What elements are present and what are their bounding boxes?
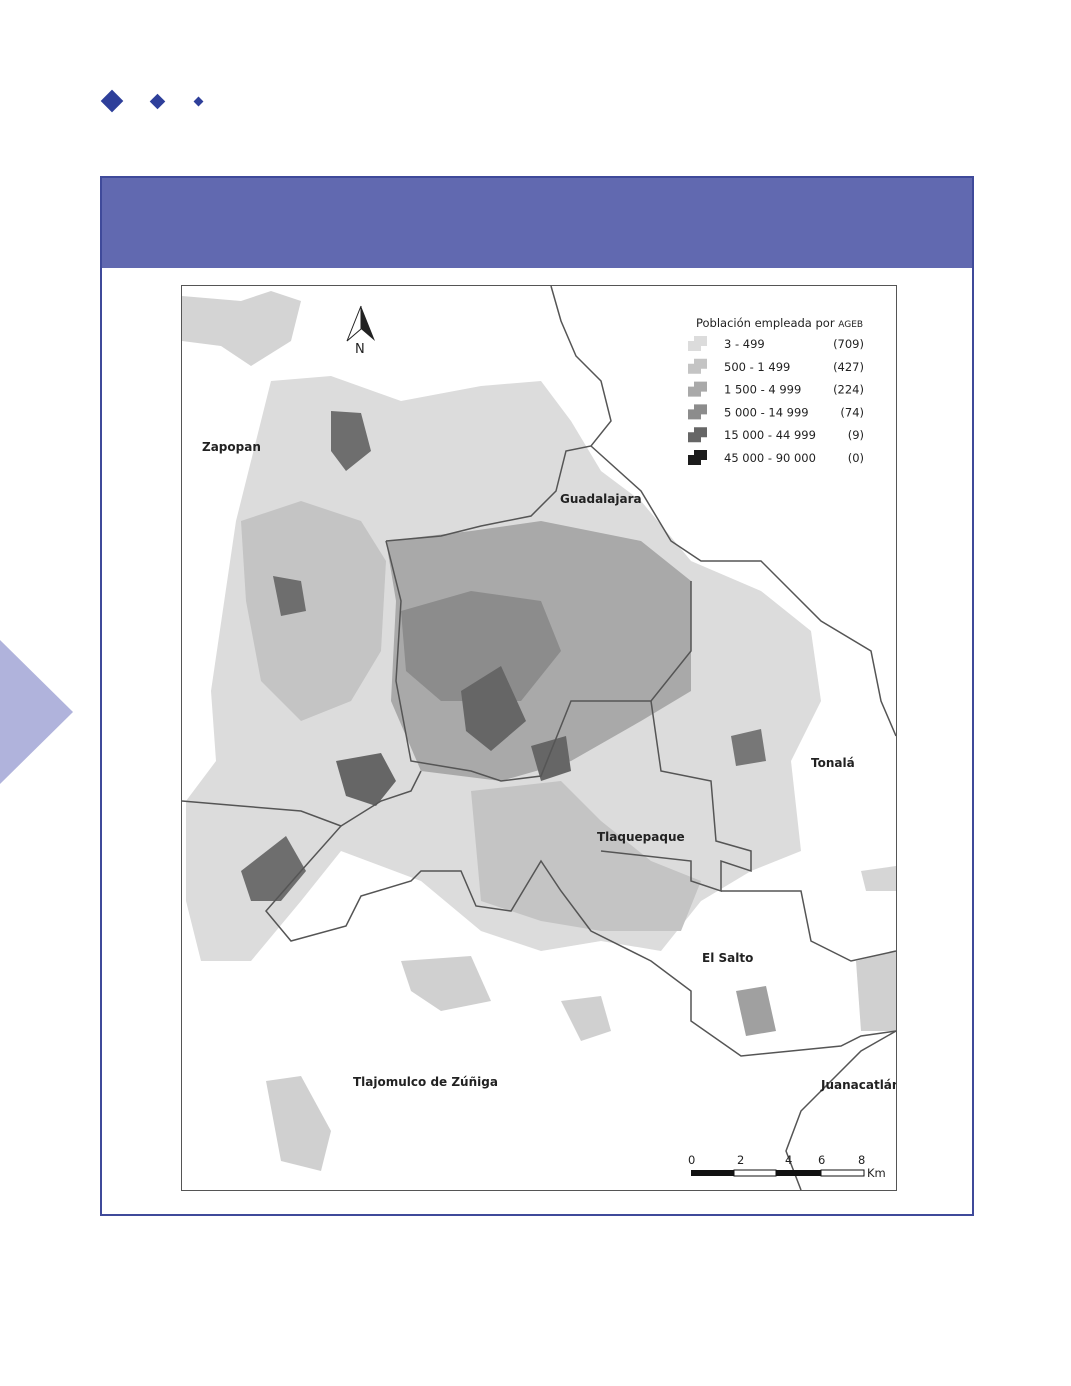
legend-range: 500 - 1 499: [724, 360, 790, 374]
boundary-tonala: [590, 445, 896, 737]
scale-bar: 0 2 4 6 8 Km: [688, 1153, 886, 1180]
legend-swatch: [688, 450, 707, 465]
area-medium-south: [471, 781, 701, 931]
decor-diamond-small: [193, 96, 204, 107]
area-east: [856, 951, 896, 1031]
area-darkest-2: [531, 736, 571, 781]
area-dark-center: [401, 591, 561, 701]
label-tlajomulco: Tlajomulco de Zúñiga: [353, 1075, 498, 1089]
label-tlaquepaque: Tlaquepaque: [597, 830, 685, 844]
legend-swatch: [688, 404, 707, 420]
north-label: N: [355, 342, 365, 357]
area-medium-west: [241, 501, 386, 721]
boundary-juanacatlan: [785, 1030, 896, 1190]
label-zapopan: Zapopan: [202, 440, 261, 454]
legend-count: (74): [840, 405, 864, 419]
area-south-2: [266, 1076, 331, 1171]
scale-tick: 6: [818, 1153, 825, 1167]
boundary-tlaquepaque-west: [340, 770, 422, 827]
legend-title: Población empleada por AGEB: [696, 316, 863, 330]
legend-count: (0): [848, 451, 864, 465]
area-darkest-west2: [273, 576, 306, 616]
area-darkest-west: [336, 753, 396, 806]
legend-count: (224): [833, 383, 864, 397]
scale-tick: 0: [688, 1153, 695, 1167]
area-el-salto: [736, 986, 776, 1036]
decor-diamond-large: [100, 89, 124, 113]
north-arrow-icon: N: [346, 305, 375, 357]
label-tonala: Tonalá: [811, 756, 855, 770]
boundary-zapopan-south: [182, 800, 896, 1057]
label-guadalajara: Guadalajara: [560, 492, 642, 506]
scale-tick: 2: [737, 1153, 744, 1167]
area-darkest-center: [461, 666, 526, 751]
area-south-3: [561, 996, 611, 1041]
boundary-el-salto: [721, 890, 896, 962]
boundary-guadalajara: [385, 286, 612, 542]
legend-range: 1 500 - 4 999: [724, 383, 801, 397]
legend-item: 3 - 499 (709): [688, 336, 864, 351]
legend-range: 45 000 - 90 000: [724, 451, 816, 465]
legend-swatch: [688, 427, 707, 443]
legend-count: (9): [848, 428, 864, 442]
area-tonala-dark: [731, 729, 766, 766]
boundary-tlaquepaque: [600, 700, 752, 893]
legend-count: (427): [833, 360, 864, 374]
area-darkest-north: [331, 411, 371, 471]
scale-tick: 8: [858, 1153, 865, 1167]
legend: Población empleada por AGEB 3 - 499 (709)…: [686, 311, 886, 471]
area-east-2: [861, 866, 896, 891]
legend-range: 5 000 - 14 999: [724, 405, 809, 419]
area-northwest: [182, 291, 301, 366]
legend-range: 15 000 - 44 999: [724, 428, 816, 442]
figure-frame: [100, 176, 974, 1216]
map: N Zapopan Guadalajara Tonalá Tlaquepaque…: [181, 285, 897, 1191]
legend-item: 45 000 - 90 000 (0): [688, 450, 864, 465]
legend-item: 1 500 - 4 999 (224): [688, 381, 864, 397]
legend-range: 3 - 499: [724, 337, 765, 351]
boundary-guadalajara-south: [385, 540, 692, 782]
legend-item: 5 000 - 14 999 (74): [688, 404, 864, 420]
label-juanacatlan: Juanacatlán: [820, 1078, 896, 1092]
legend-count: (709): [833, 337, 864, 351]
scale-unit: Km: [867, 1166, 886, 1180]
legend-item: 500 - 1 499 (427): [688, 358, 864, 374]
legend-item: 15 000 - 44 999 (9): [688, 427, 864, 443]
legend-swatch: [688, 358, 707, 374]
legend-swatch: [688, 381, 707, 397]
scale-tick: 4: [785, 1153, 792, 1167]
figure-header-band: [102, 178, 972, 268]
map-canvas: N Zapopan Guadalajara Tonalá Tlaquepaque…: [182, 286, 896, 1190]
decor-side-triangle: [0, 640, 73, 784]
label-el-salto: El Salto: [702, 951, 753, 965]
decor-diamond-medium: [149, 93, 166, 110]
legend-swatch: [688, 336, 707, 351]
area-south-1: [401, 956, 491, 1011]
